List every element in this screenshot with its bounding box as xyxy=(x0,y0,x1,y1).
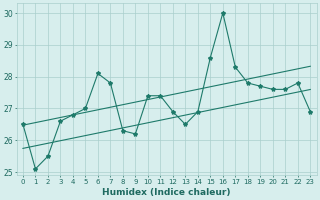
X-axis label: Humidex (Indice chaleur): Humidex (Indice chaleur) xyxy=(102,188,231,197)
